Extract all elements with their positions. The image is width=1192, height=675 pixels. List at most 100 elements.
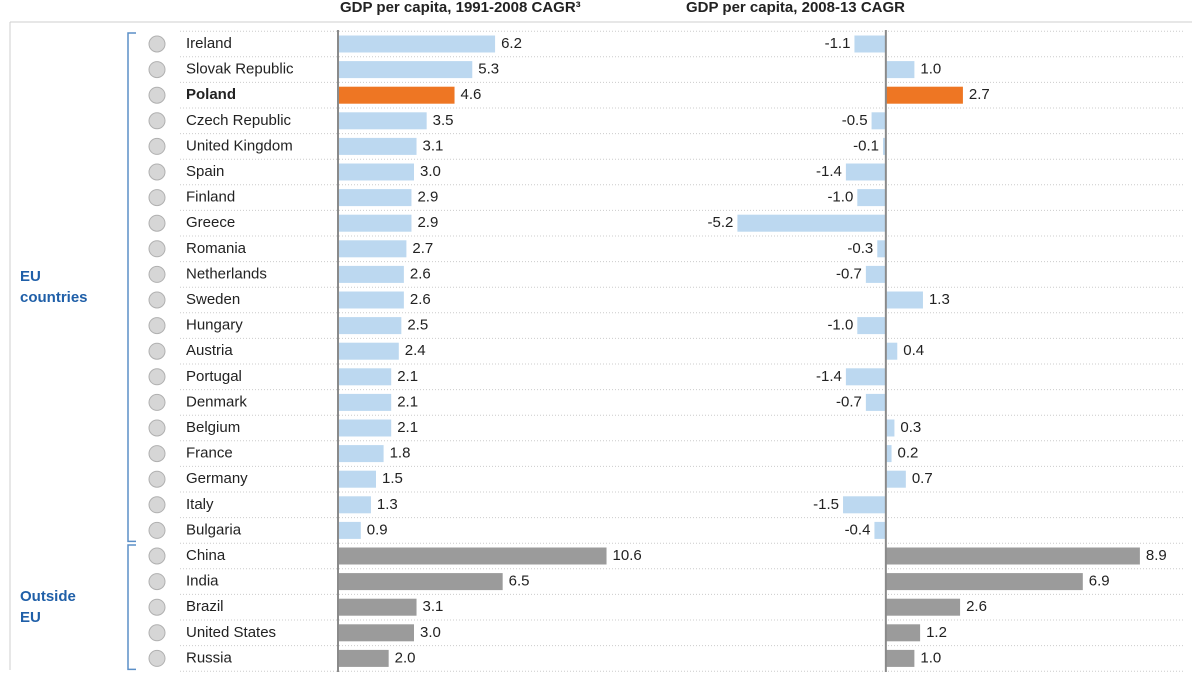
value-label: 2.9 [417,189,438,206]
bar [854,35,886,53]
country-label: Sweden [186,291,240,308]
bar [338,35,496,53]
country-label: Brazil [186,598,224,615]
bar [338,496,371,514]
value-label: 1.0 [920,61,941,78]
bar [338,624,414,642]
bar [338,598,417,616]
bar [338,521,361,539]
group-bracket [127,544,136,671]
flag-icon [148,240,166,258]
bar [885,573,1083,591]
bar [338,86,455,104]
value-label: 3.5 [433,112,454,129]
bar [885,598,961,616]
value-label: -1.5 [813,496,839,513]
flag-icon [148,470,166,488]
bar [338,342,399,360]
value-label: 10.6 [613,547,642,564]
value-label: -1.0 [827,189,853,206]
country-label: Italy [186,496,214,513]
flag-icon [148,189,166,207]
bar [338,393,392,411]
bar [885,470,906,488]
bar [885,86,963,104]
value-label: -0.7 [836,393,862,410]
value-label: -1.4 [816,368,842,385]
value-label: -0.5 [842,112,868,129]
country-label: Hungary [186,317,243,334]
value-label: 3.1 [423,598,444,615]
bar [338,214,412,232]
country-label: Romania [186,240,247,257]
bar [338,573,503,591]
value-label: 1.2 [926,624,947,641]
flag-icon [148,35,166,53]
country-label: Spain [186,163,224,180]
country-label: India [186,573,219,590]
flag-icon [148,445,166,463]
flag-icon [148,61,166,79]
bar [857,317,886,335]
flag-icon [148,137,166,155]
bar [885,61,915,79]
country-label: Greece [186,214,235,231]
flag-icon [148,112,166,130]
flag-icon [148,598,166,616]
value-label: 2.0 [395,649,416,666]
value-label: 2.7 [412,240,433,257]
value-label: 3.0 [420,624,441,641]
bar [874,521,886,539]
country-label: Austria [186,342,233,359]
value-label: -1.4 [816,163,842,180]
bar [338,240,407,258]
bar [338,137,417,155]
country-label: United States [186,624,276,641]
value-label: 1.3 [377,496,398,513]
country-label: Slovak Republic [186,61,294,78]
value-label: 6.5 [509,573,530,590]
value-label: 1.3 [929,291,950,308]
bar [338,547,607,565]
flag-icon [148,342,166,360]
value-label: 1.0 [920,649,941,666]
country-label: United Kingdom [186,137,293,154]
bar [338,419,392,437]
panel-title: GDP per capita, 1991-2008 CAGR³ [340,0,581,16]
bar [338,470,376,488]
bar [885,547,1140,565]
value-label: 2.1 [397,393,418,410]
bar [885,445,892,463]
country-label: France [186,445,233,462]
country-label: Czech Republic [186,112,292,129]
country-label: Belgium [186,419,240,436]
value-label: 1.8 [390,445,411,462]
value-label: 3.0 [420,163,441,180]
value-label: -1.0 [827,317,853,334]
bar [877,240,886,258]
panel-title: GDP per capita, 2008-13 CAGR [686,0,905,16]
flag-icon [148,265,166,283]
country-label: Russia [186,649,233,666]
bar [885,419,895,437]
country-label: Ireland [186,35,232,52]
flag-icon [148,291,166,309]
bar [857,189,886,207]
bar [885,624,921,642]
bar [885,649,915,667]
value-label: 3.1 [423,137,444,154]
country-label: Portugal [186,368,242,385]
value-label: 2.1 [397,368,418,385]
value-label: 2.1 [397,419,418,436]
flag-icon [148,163,166,181]
country-label: China [186,547,226,564]
country-label: Netherlands [186,265,267,282]
bar [338,189,412,207]
bar [338,317,402,335]
flag-icon [148,214,166,232]
value-label: 2.6 [410,265,431,282]
value-label: 2.9 [417,214,438,231]
flag-icon [148,649,166,667]
bar [885,342,898,360]
bar [338,112,427,130]
